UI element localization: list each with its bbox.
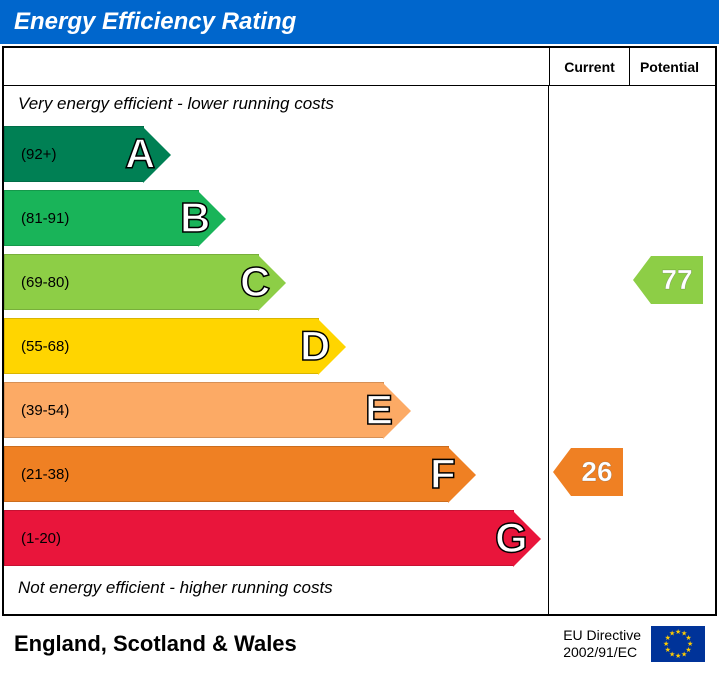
chart-body: Very energy efficient - lower running co… <box>4 86 715 614</box>
band-row-b: (81-91) B <box>4 188 548 248</box>
eu-star-icon: ★ <box>675 652 681 660</box>
directive-code: 2002/91/EC <box>563 644 637 660</box>
band-bar: (69-80)C <box>4 254 259 310</box>
pointer-value: 26 <box>571 448 623 496</box>
header-row: Current Potential <box>4 48 715 86</box>
eu-star-icon: ★ <box>681 650 687 658</box>
band-letter: A <box>125 130 155 178</box>
band-bar: (39-54)E <box>4 382 384 438</box>
band-letter: C <box>240 258 270 306</box>
pointer-arrow-icon <box>633 256 651 304</box>
directive-text: EU Directive 2002/91/EC <box>563 627 641 661</box>
band-range: (69-80) <box>21 274 69 291</box>
band-range: (21-38) <box>21 466 69 483</box>
band-row-d: (55-68) D <box>4 316 548 376</box>
band-bar: (1-20)G <box>4 510 514 566</box>
band-letter: E <box>365 386 393 434</box>
band-row-c: (69-80) C <box>4 252 548 312</box>
band-row-f: (21-38) F <box>4 444 548 504</box>
bands-container: (92+) A (81-91) B (69-80) C (55-68) D (39-54) E (2… <box>4 124 548 568</box>
caption-top: Very energy efficient - lower running co… <box>4 92 548 120</box>
pointer-value: 77 <box>651 256 703 304</box>
band-letter: B <box>180 194 210 242</box>
band-row-e: (39-54) E <box>4 380 548 440</box>
band-range: (92+) <box>21 146 56 163</box>
eu-flag-icon: ★★★★★★★★★★★★ <box>651 626 705 662</box>
band-bar: (21-38)F <box>4 446 449 502</box>
bands-area: Very energy efficient - lower running co… <box>4 86 549 614</box>
caption-bottom: Not energy efficient - higher running co… <box>4 572 548 600</box>
band-letter: D <box>300 322 330 370</box>
band-row-g: (1-20) G <box>4 508 548 568</box>
header-potential: Potential <box>629 48 709 85</box>
epc-chart: Energy Efficiency Rating Current Potenti… <box>0 0 719 675</box>
chart-frame: Current Potential Very energy efficient … <box>2 46 717 616</box>
band-row-a: (92+) A <box>4 124 548 184</box>
header-current: Current <box>549 48 629 85</box>
directive-label: EU Directive <box>563 627 641 643</box>
footer-region: England, Scotland & Wales <box>14 631 297 657</box>
current-pointer: 26 <box>553 448 623 496</box>
footer: England, Scotland & Wales EU Directive 2… <box>0 616 719 672</box>
footer-right: EU Directive 2002/91/EC ★★★★★★★★★★★★ <box>563 626 705 662</box>
pointer-arrow-icon <box>553 448 571 496</box>
band-range: (39-54) <box>21 402 69 419</box>
band-bar: (55-68)D <box>4 318 319 374</box>
potential-column: 77 <box>629 86 709 614</box>
potential-pointer: 77 <box>633 256 703 304</box>
band-range: (81-91) <box>21 210 69 227</box>
current-column: 26 <box>549 86 629 614</box>
band-range: (1-20) <box>21 530 61 547</box>
band-letter: G <box>495 514 528 562</box>
band-range: (55-68) <box>21 338 69 355</box>
eu-star-icon: ★ <box>669 630 675 638</box>
header-spacer <box>4 48 549 85</box>
chart-title: Energy Efficiency Rating <box>0 0 719 44</box>
band-bar: (92+)A <box>4 126 144 182</box>
band-bar: (81-91)B <box>4 190 199 246</box>
band-letter: F <box>430 450 456 498</box>
